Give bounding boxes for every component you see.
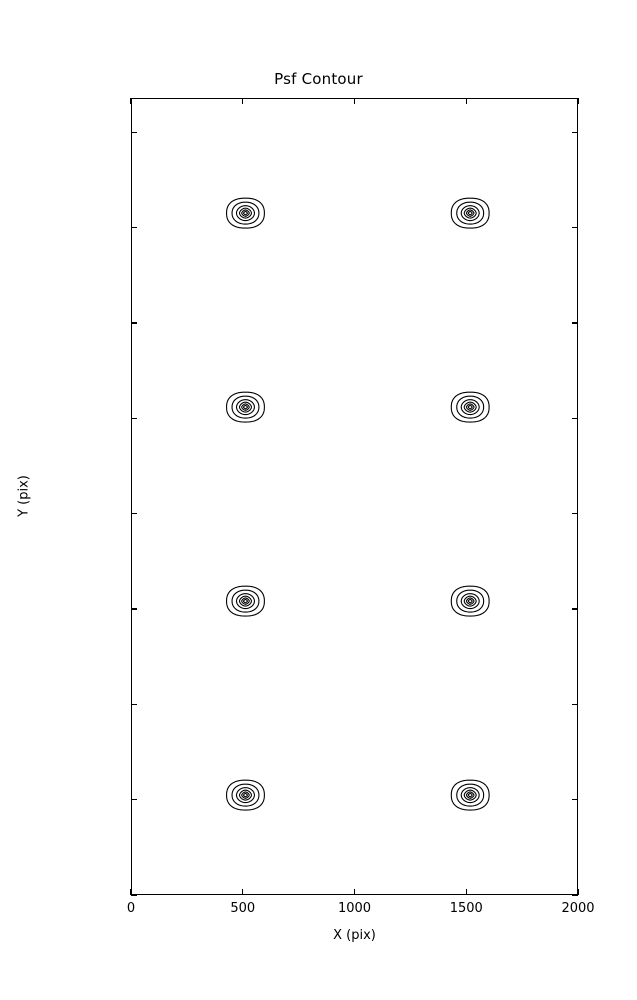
psf-contour-cluster <box>450 585 490 617</box>
x-tick-mark <box>353 98 356 104</box>
contour-plot-svg <box>226 197 490 811</box>
contour-ring <box>231 395 260 419</box>
contour-ring <box>460 787 480 804</box>
contour-ring <box>238 595 252 607</box>
y-tick-mark <box>131 322 137 324</box>
x-tick-mark <box>353 889 356 895</box>
contour-ring <box>231 201 260 225</box>
contour-ring <box>467 598 473 604</box>
y-tick-mark <box>131 417 137 419</box>
contour-ring <box>465 209 475 217</box>
y-tick-mark <box>572 131 578 133</box>
y-tick-mark <box>572 513 578 515</box>
y-tick-mark <box>572 322 578 324</box>
psf-contour-cluster <box>450 197 490 229</box>
contour-ring <box>231 783 260 807</box>
x-tick-mark <box>242 98 244 104</box>
contour-ring <box>463 401 477 413</box>
contour-ring <box>235 593 255 610</box>
y-tick-mark <box>572 894 578 896</box>
contour-ring <box>226 779 265 811</box>
psf-contour-cluster <box>450 779 490 811</box>
contour-ring <box>456 589 485 613</box>
contour-ring <box>460 593 480 610</box>
contour-ring <box>226 197 265 229</box>
contour-ring <box>460 205 480 222</box>
y-tick-mark <box>131 894 137 896</box>
psf-contour-cluster <box>226 779 265 811</box>
contour-ring <box>467 210 473 216</box>
contour-ring <box>450 585 490 617</box>
x-tick-label: 2000 <box>561 901 595 916</box>
contour-ring <box>463 595 477 607</box>
contour-ring <box>235 787 255 804</box>
x-tick-mark <box>577 889 579 895</box>
contour-ring <box>463 789 477 801</box>
contour-ring <box>241 403 250 411</box>
contour-ring <box>465 597 475 605</box>
page-title: Psf Contour <box>274 70 363 88</box>
contour-ring <box>456 783 485 807</box>
contour-ring <box>226 585 265 617</box>
contour-ring <box>226 391 265 423</box>
psf-contour-cluster <box>226 197 265 229</box>
x-tick-mark <box>130 889 132 895</box>
contour-ring <box>238 789 252 801</box>
psf-contour-cluster <box>450 391 490 423</box>
contour-ring <box>238 207 252 219</box>
contour-ring <box>456 201 485 225</box>
contour-ring <box>241 209 250 217</box>
y-tick-mark <box>131 799 137 801</box>
x-axis-label: X (pix) <box>333 928 376 943</box>
plot-axes-frame <box>131 98 578 895</box>
x-tick-label: 0 <box>126 901 136 916</box>
y-tick-mark <box>131 513 137 515</box>
contour-ring <box>463 207 477 219</box>
x-tick-mark <box>465 98 467 104</box>
contour-ring <box>235 399 255 416</box>
x-tick-mark <box>465 889 467 895</box>
contour-ring <box>241 597 250 605</box>
x-tick-label: 500 <box>230 901 256 916</box>
contour-ring <box>242 792 249 798</box>
contour-ring <box>465 403 475 411</box>
psf-contour-cluster <box>226 391 265 423</box>
x-tick-mark <box>130 98 132 104</box>
y-tick-mark <box>131 608 137 610</box>
y-tick-mark <box>572 227 578 229</box>
contour-ring <box>450 779 490 811</box>
x-tick-mark <box>242 889 244 895</box>
contour-ring <box>231 589 260 613</box>
contour-ring <box>241 791 250 799</box>
contour-ring <box>467 404 473 410</box>
x-tick-mark <box>577 98 579 104</box>
y-axis-label: Y (pix) <box>16 475 32 517</box>
y-tick-mark <box>572 799 578 801</box>
contour-ring <box>242 404 249 410</box>
contour-ring <box>450 391 490 423</box>
y-tick-mark <box>131 227 137 229</box>
y-tick-mark <box>131 131 137 133</box>
y-tick-mark <box>572 417 578 419</box>
contour-ring <box>456 395 485 419</box>
contour-ring <box>467 792 473 798</box>
y-tick-mark <box>131 703 137 705</box>
contour-ring <box>460 399 480 416</box>
y-tick-mark <box>572 703 578 705</box>
psf-contour-cluster <box>226 585 265 617</box>
x-tick-label: 1500 <box>449 901 483 916</box>
contour-ring <box>242 210 249 216</box>
x-tick-label: 1000 <box>337 901 372 916</box>
y-tick-mark <box>572 608 578 610</box>
contour-ring <box>238 401 252 413</box>
contour-ring <box>235 205 255 222</box>
contour-ring <box>450 197 490 229</box>
contour-ring <box>242 598 249 604</box>
contour-ring <box>465 791 475 799</box>
